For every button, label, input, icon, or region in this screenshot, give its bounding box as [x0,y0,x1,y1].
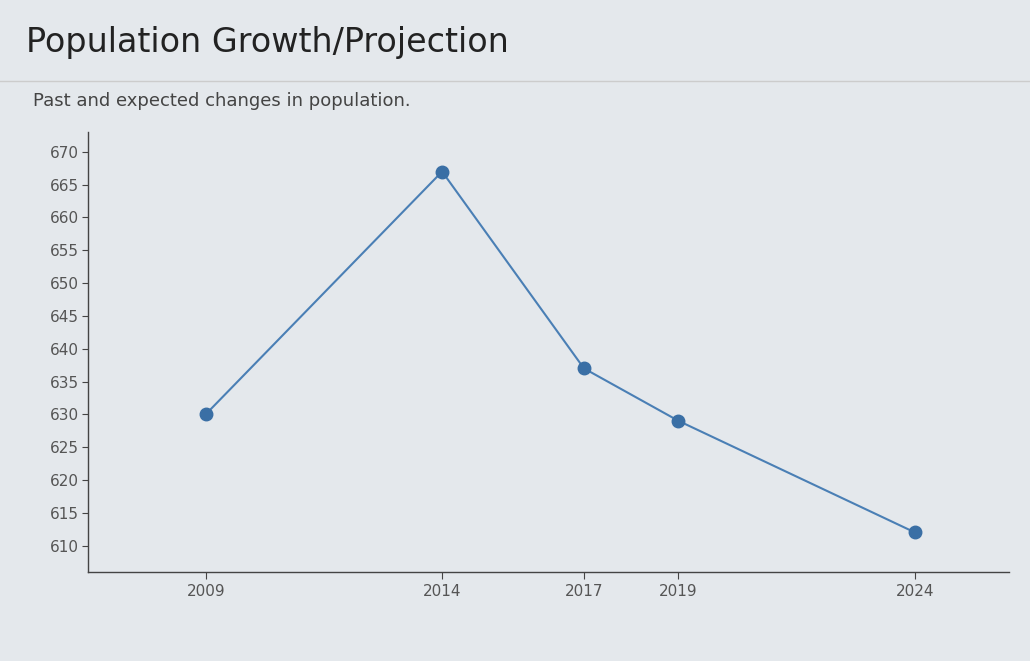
Text: Past and expected changes in population.: Past and expected changes in population. [33,93,411,110]
Text: Population Growth/Projection: Population Growth/Projection [26,26,509,59]
